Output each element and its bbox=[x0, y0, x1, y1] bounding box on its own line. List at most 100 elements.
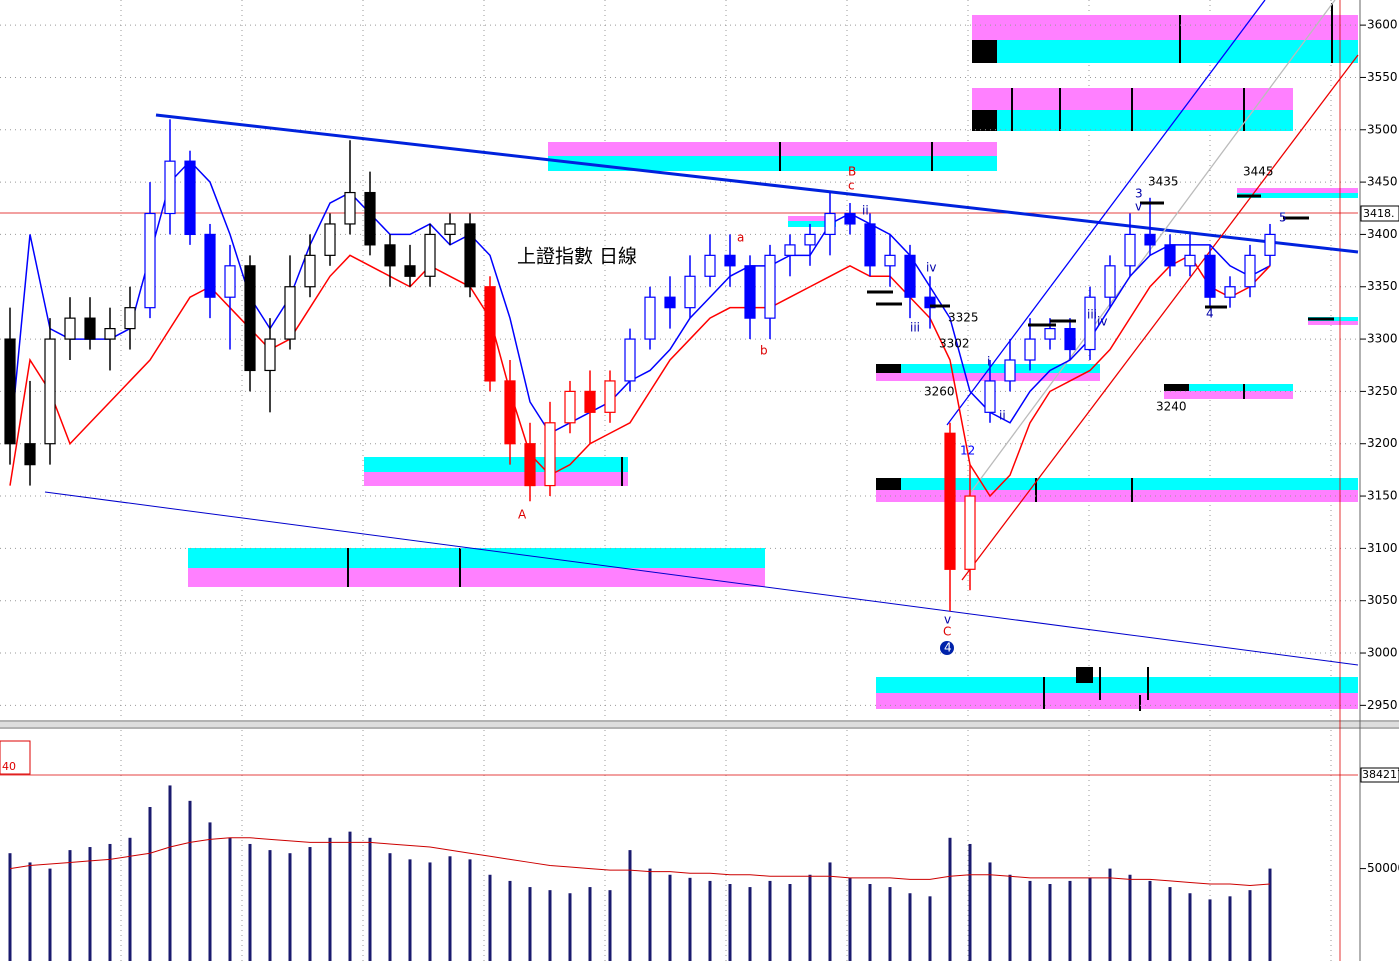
y-tick-label: 3000 bbox=[1367, 646, 1398, 660]
candle-body bbox=[44, 338, 56, 445]
volume-bar bbox=[908, 893, 912, 961]
zone-block bbox=[876, 478, 901, 490]
zone bbox=[876, 677, 1358, 693]
zone bbox=[188, 548, 765, 568]
volume-bar bbox=[888, 887, 892, 961]
volume-bar bbox=[868, 884, 872, 961]
y-tick-label: 3350 bbox=[1367, 279, 1398, 293]
trend-line bbox=[946, 0, 1266, 426]
volume-bar bbox=[1168, 887, 1172, 961]
volume-bar bbox=[8, 853, 12, 961]
volume-bar bbox=[1148, 880, 1152, 961]
band-line bbox=[9, 254, 1271, 498]
volume-bar bbox=[708, 880, 712, 961]
y-tick-label: 3400 bbox=[1367, 227, 1398, 241]
wave-marker bbox=[940, 641, 954, 655]
volume-bar bbox=[388, 853, 392, 961]
candle-body bbox=[184, 160, 196, 236]
volume-bar bbox=[1188, 893, 1192, 961]
price-label-box bbox=[1360, 205, 1399, 222]
label-box bbox=[0, 740, 31, 775]
y-tick-label: 50000 bbox=[1367, 861, 1399, 875]
volume-bar bbox=[348, 831, 352, 961]
candle-body bbox=[464, 223, 476, 288]
volume-bar bbox=[48, 868, 52, 961]
volume-bar bbox=[28, 862, 32, 961]
candle-body bbox=[1144, 233, 1156, 246]
candle-body bbox=[1204, 254, 1216, 298]
candle-body bbox=[664, 296, 676, 309]
volume-bar bbox=[1248, 890, 1252, 961]
candle-body bbox=[944, 432, 956, 570]
candle-body bbox=[904, 254, 916, 298]
annotation: 3 bbox=[1135, 187, 1143, 201]
candle-body bbox=[1264, 233, 1276, 256]
annotation: iv bbox=[926, 261, 936, 275]
y-tick-label: 3050 bbox=[1367, 593, 1398, 607]
zone bbox=[548, 142, 997, 156]
candle-body bbox=[344, 191, 356, 225]
zone-block bbox=[876, 364, 901, 373]
zone bbox=[972, 15, 1358, 40]
volume-bar bbox=[108, 843, 112, 961]
candle-body bbox=[424, 233, 436, 277]
y-tick-label: 3500 bbox=[1367, 122, 1398, 136]
annotation: A bbox=[518, 508, 527, 522]
annotation: i bbox=[987, 355, 990, 369]
annotation: 3445 bbox=[1243, 165, 1274, 179]
annotation: 4 bbox=[944, 641, 952, 655]
candle-body bbox=[964, 495, 976, 570]
zone bbox=[876, 693, 1358, 709]
band-line bbox=[9, 160, 1271, 444]
volume-bar bbox=[1128, 874, 1132, 961]
zone bbox=[876, 490, 1358, 502]
zone-block bbox=[1076, 667, 1093, 683]
volume-label-box bbox=[1360, 767, 1399, 783]
zone bbox=[876, 373, 1100, 381]
y-tick-label: 3150 bbox=[1367, 489, 1398, 503]
zone bbox=[1164, 391, 1293, 399]
panel-divider bbox=[0, 720, 1399, 729]
candle-body bbox=[24, 443, 36, 466]
candle-body bbox=[284, 286, 296, 340]
candle-body bbox=[604, 380, 616, 413]
volume-bar bbox=[308, 847, 312, 961]
y-tick-label: 3450 bbox=[1367, 175, 1398, 189]
candle-body bbox=[304, 254, 316, 288]
candle-body bbox=[164, 160, 176, 215]
volume-bar bbox=[1028, 880, 1032, 961]
zone-block bbox=[972, 110, 997, 131]
candle-body bbox=[1104, 265, 1116, 298]
zone bbox=[788, 216, 836, 221]
candle-body bbox=[1224, 286, 1236, 298]
panel-label: 40 bbox=[2, 760, 16, 773]
zone bbox=[188, 568, 765, 587]
volume-bar bbox=[548, 890, 552, 961]
price-label: 3418. bbox=[1363, 207, 1395, 220]
candle-body bbox=[444, 223, 456, 236]
volume-bar bbox=[408, 859, 412, 961]
zone bbox=[1308, 321, 1358, 325]
annotation: 4 bbox=[1206, 307, 1214, 321]
volume-bar bbox=[828, 862, 832, 961]
candle-body bbox=[404, 265, 416, 277]
volume-bar bbox=[1048, 884, 1052, 961]
candle-body bbox=[124, 307, 136, 330]
volume-bar bbox=[1008, 874, 1012, 961]
volume-bar bbox=[948, 837, 952, 961]
volume-bar bbox=[88, 847, 92, 961]
y-tick-label: 3600 bbox=[1367, 18, 1398, 32]
volume-bar bbox=[688, 877, 692, 961]
annotation: 3435 bbox=[1148, 175, 1179, 189]
volume-bar bbox=[808, 874, 812, 961]
volume-bar bbox=[628, 850, 632, 961]
annotation: C bbox=[943, 625, 951, 639]
candle-body bbox=[584, 390, 596, 413]
annotation: c bbox=[848, 179, 855, 193]
y-tick-label: 3200 bbox=[1367, 436, 1398, 450]
volume-bar bbox=[488, 874, 492, 961]
trend-line bbox=[961, 54, 1359, 581]
candle-body bbox=[804, 233, 816, 246]
zone bbox=[876, 364, 1100, 373]
volume-bar bbox=[268, 850, 272, 961]
